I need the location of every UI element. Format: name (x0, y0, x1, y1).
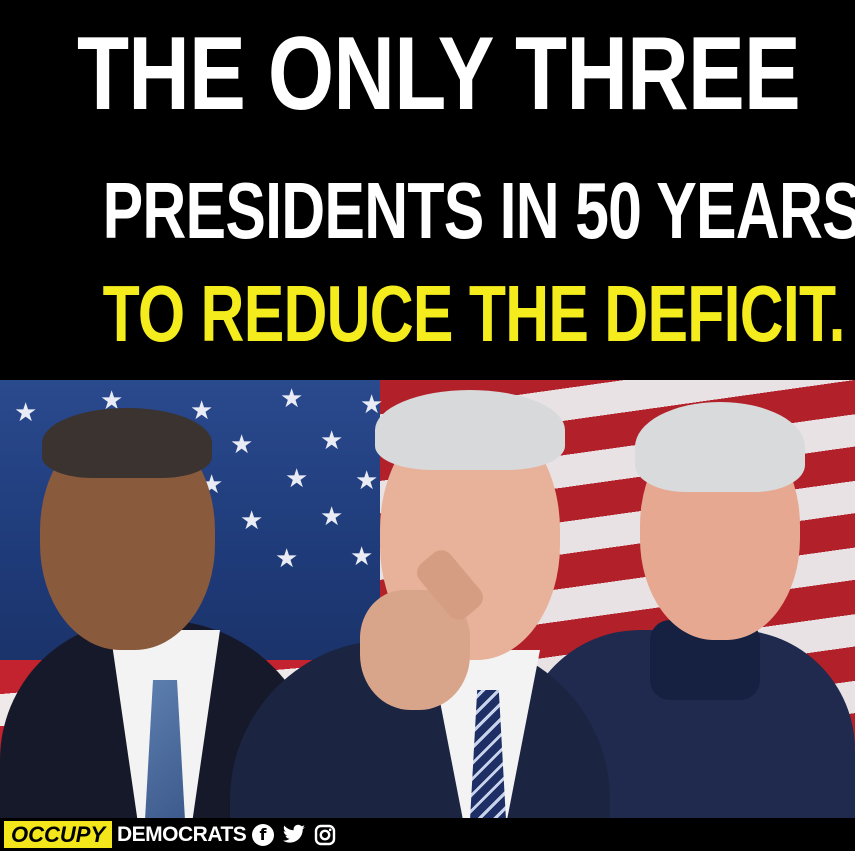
photo: ★ ★ ★ ★ ★ ★ ★ ★ ★ ★ ★ ★ ★ ★ (0, 380, 855, 818)
twitter-icon (282, 824, 305, 846)
star-icon: ★ (100, 386, 124, 416)
star-icon: ★ (350, 542, 374, 572)
star-icon: ★ (240, 506, 264, 536)
star-icon: ★ (14, 398, 38, 428)
brand-occupy: OCCUPY (4, 821, 113, 848)
facebook-icon: f (252, 824, 274, 846)
brand-democrats: DEMOCRATS (117, 823, 247, 846)
star-icon: ★ (320, 502, 344, 532)
star-icon: ★ (320, 426, 344, 456)
footer-brand-bar: OCCUPY DEMOCRATS f (0, 818, 855, 851)
headline-line-2: PRESIDENTS IN 50 YEARS (102, 166, 855, 255)
star-icon: ★ (360, 390, 384, 420)
star-icon: ★ (190, 396, 214, 426)
headline-line-3: TO REDUCE THE DEFICIT. (102, 269, 846, 358)
person-center-pointing (230, 380, 610, 818)
star-icon: ★ (355, 466, 379, 496)
headline-line-1: THE ONLY THREE (76, 16, 801, 132)
star-icon: ★ (275, 544, 299, 574)
instagram-icon (314, 824, 336, 846)
star-icon: ★ (280, 384, 304, 414)
star-icon: ★ (230, 430, 254, 460)
star-icon: ★ (285, 464, 309, 494)
headline: THE ONLY THREE PRESIDENTS IN 50 YEARS TO… (0, 0, 855, 380)
